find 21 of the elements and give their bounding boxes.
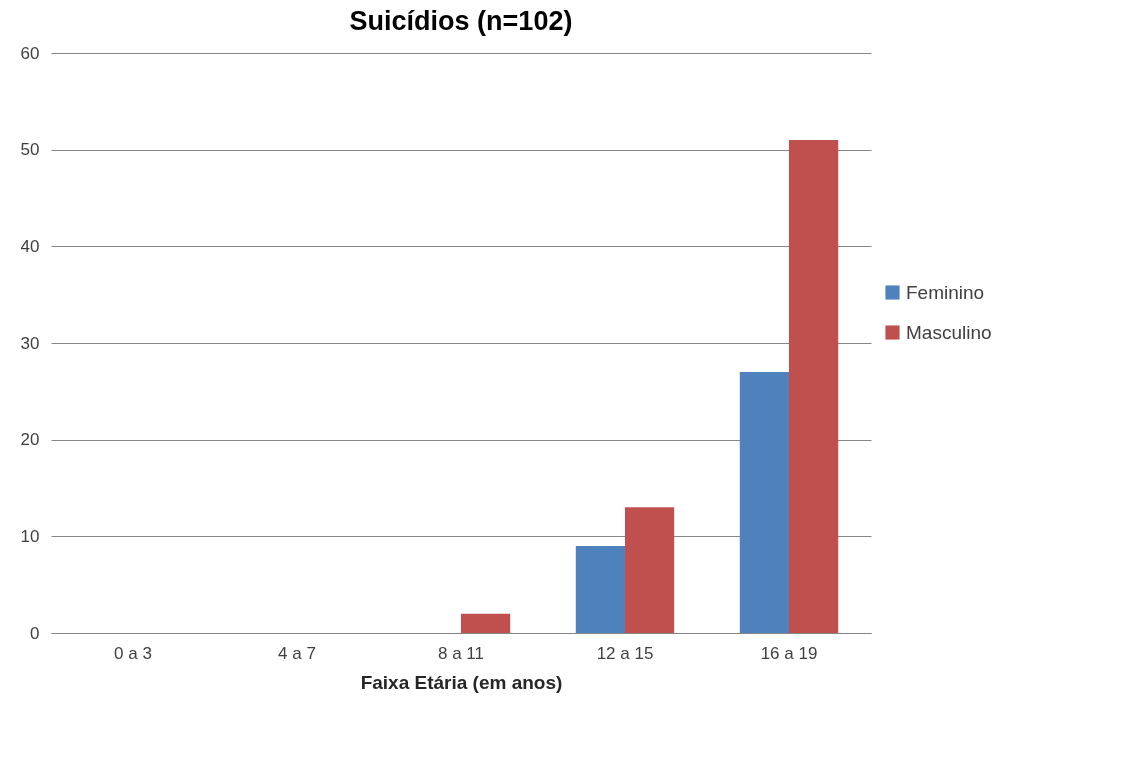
legend-label: Feminino [906,281,985,303]
bar [575,546,625,633]
x-tick-label: 8 a 11 [437,643,485,663]
x-axis-title: Faixa Etária (em anos) [360,671,563,693]
bar [625,507,675,633]
y-tick-label: 50 [20,140,40,160]
y-tick-label: 30 [20,333,40,353]
x-tick-label: 12 a 15 [596,643,654,663]
y-tick-label: 0 [30,623,40,643]
chart-title: Suicídios (n=102) [349,6,573,36]
x-tick-label: 16 a 19 [760,643,818,663]
y-tick-label: 10 [20,526,40,546]
x-tick-label: 0 a 3 [114,643,152,663]
bar [461,613,511,633]
legend-label: Masculino [906,321,992,343]
y-tick-label: 60 [20,43,40,63]
x-tick-label: 4 a 7 [278,643,316,663]
y-tick-label: 20 [20,430,40,450]
bar [739,372,789,633]
bar [789,140,839,633]
y-tick-label: 40 [20,236,40,256]
